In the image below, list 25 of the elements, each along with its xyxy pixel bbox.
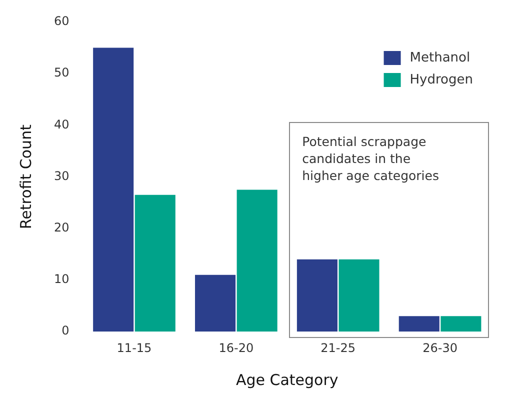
- x-tick-label: 21-25: [320, 340, 356, 355]
- legend-label: Hydrogen: [410, 72, 474, 88]
- bar: [296, 259, 338, 332]
- bar: [236, 190, 278, 332]
- y-axis-title: Retrofit Count: [16, 124, 35, 230]
- x-axis-title: Age Category: [236, 370, 338, 389]
- x-tick-label: 26-30: [422, 340, 458, 355]
- bar: [195, 274, 236, 332]
- x-tick-label: 11-15: [116, 340, 152, 355]
- bar: [338, 259, 380, 332]
- x-tick-label: 16-20: [218, 340, 254, 355]
- bar: [134, 194, 176, 332]
- y-tick-label: 60: [54, 14, 70, 28]
- y-tick-label: 10: [54, 272, 70, 286]
- bar: [93, 48, 134, 332]
- y-tick-label: 30: [54, 168, 70, 183]
- bar: [398, 316, 440, 332]
- y-tick-label: 50: [54, 66, 70, 80]
- annotation: Potential scrappage candidates in the higher age categories: [302, 133, 440, 184]
- bar: [440, 316, 482, 332]
- y-tick-label: 20: [54, 220, 70, 235]
- callout-frame: Potential scrappage candidates in the higher age categories: [289, 122, 489, 338]
- legend-label: Methanol: [410, 50, 470, 66]
- y-tick-label: 40: [54, 117, 70, 132]
- y-tick-label: 0: [62, 324, 70, 338]
